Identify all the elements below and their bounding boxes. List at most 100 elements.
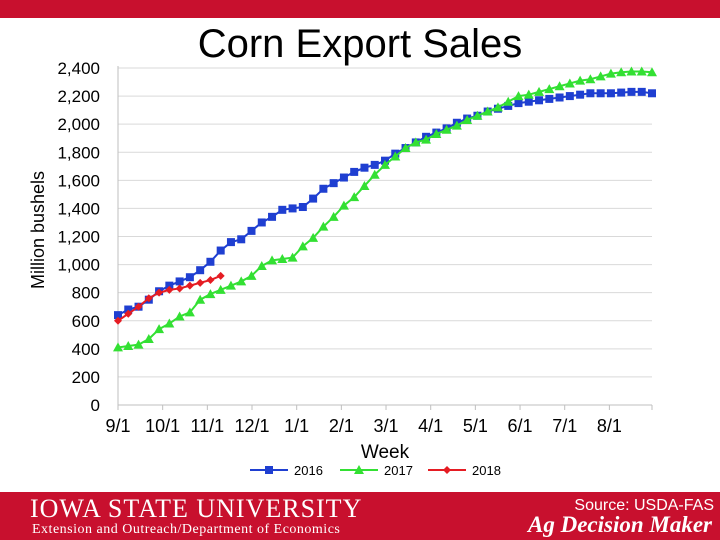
data-point-2017	[472, 110, 483, 120]
data-point-2016	[596, 89, 605, 98]
data-point-2016	[360, 163, 369, 172]
chart-title: Corn Export Sales	[197, 22, 523, 66]
data-point-2018	[196, 278, 205, 287]
data-point-2018	[216, 271, 225, 280]
data-point-2016	[555, 93, 564, 102]
x-tick-label: 3/1	[374, 416, 399, 436]
data-point-2017	[267, 255, 278, 265]
data-point-2017	[534, 86, 545, 96]
y-tick-label: 1,800	[57, 143, 100, 162]
data-point-2017	[246, 270, 257, 280]
data-point-2016	[370, 160, 379, 169]
y-tick-label: 2,000	[57, 115, 100, 134]
data-point-2017	[154, 324, 165, 334]
data-point-2017	[318, 221, 329, 231]
data-point-2016	[175, 277, 184, 286]
data-point-2016	[278, 205, 287, 214]
data-point-2016	[185, 273, 194, 282]
data-point-2017	[236, 276, 247, 286]
data-point-2018	[206, 276, 215, 285]
data-point-2016	[637, 87, 646, 96]
data-point-2017	[482, 106, 493, 116]
data-point-2016	[586, 89, 595, 98]
data-point-2017	[308, 232, 319, 242]
data-point-2017	[626, 66, 637, 76]
data-point-2016	[606, 89, 615, 98]
data-point-2018	[134, 302, 143, 311]
data-point-2016	[196, 266, 205, 275]
brand-name: Ag Decision Maker	[528, 512, 712, 537]
data-point-2017	[575, 75, 586, 85]
data-point-2016	[504, 101, 513, 110]
data-point-2016	[247, 226, 256, 235]
x-tick-label: 5/1	[463, 416, 488, 436]
data-point-2017	[164, 318, 175, 328]
data-point-2017	[123, 341, 134, 351]
y-tick-label: 1,200	[57, 228, 100, 247]
data-point-2018	[124, 309, 133, 318]
data-point-2016	[514, 99, 523, 108]
data-point-2017	[636, 66, 647, 76]
data-point-2017	[410, 137, 421, 147]
university-name: IOWA STATE UNIVERSITY	[30, 494, 363, 523]
x-tick-label: 12/1	[234, 416, 269, 436]
data-point-2017	[451, 120, 462, 130]
y-tick-label: 200	[72, 368, 100, 387]
data-point-2017	[195, 294, 206, 304]
footer-band: IOWA STATE UNIVERSITY Extension and Outr…	[0, 492, 720, 540]
y-tick-label: 2,200	[57, 87, 100, 106]
data-point-2017	[256, 260, 267, 270]
data-point-2016	[114, 311, 122, 320]
data-point-2017	[400, 143, 411, 153]
data-point-2016	[535, 96, 544, 105]
x-tick-label: 8/1	[597, 416, 622, 436]
data-point-2016	[288, 204, 297, 213]
data-point-2017	[421, 134, 432, 144]
data-point-2016	[268, 212, 277, 221]
data-point-2017	[544, 84, 555, 94]
data-point-2017	[492, 102, 503, 112]
data-point-2017	[133, 339, 144, 349]
data-point-2016	[339, 173, 348, 182]
data-point-2017	[605, 68, 616, 78]
data-point-2017	[225, 280, 236, 290]
data-point-2017	[585, 74, 596, 84]
data-point-2017	[390, 151, 401, 161]
data-point-2016	[206, 257, 215, 266]
data-point-2018	[114, 316, 122, 325]
data-point-2018	[175, 284, 184, 293]
data-point-2018	[185, 281, 194, 290]
department-name: Extension and Outreach/Department of Eco…	[32, 522, 341, 537]
data-point-2016	[165, 281, 174, 290]
data-point-2018	[144, 294, 153, 303]
y-tick-label: 800	[72, 284, 100, 303]
data-point-2016	[319, 184, 328, 193]
legend-marker-2016	[265, 466, 273, 474]
data-point-2017	[647, 67, 657, 77]
data-point-2018	[155, 288, 164, 297]
data-point-2018	[165, 285, 174, 294]
x-tick-label: 10/1	[145, 416, 180, 436]
data-point-2017	[431, 128, 442, 138]
data-point-2017	[174, 311, 185, 321]
data-point-2017	[513, 91, 524, 101]
data-point-2017	[143, 334, 154, 344]
y-tick-label: 1,600	[57, 171, 100, 190]
y-tick-label: 600	[72, 312, 100, 331]
data-point-2017	[338, 200, 349, 210]
y-tick-label: 2,400	[57, 59, 100, 78]
data-point-2016	[617, 88, 626, 97]
data-point-2016	[309, 194, 318, 203]
data-point-2016	[216, 246, 225, 255]
y-tick-label: 400	[72, 340, 100, 359]
legend-marker-2017	[354, 465, 364, 474]
x-axis-title: Week	[361, 442, 410, 463]
data-point-2016	[545, 94, 554, 103]
data-point-2016	[524, 97, 533, 106]
data-point-2016	[648, 89, 656, 98]
data-point-2017	[215, 284, 226, 294]
data-point-2016	[124, 305, 133, 314]
series-line-2017	[117, 70, 653, 349]
data-point-2017	[369, 169, 380, 179]
legend-label-2018: 2018	[472, 463, 501, 478]
